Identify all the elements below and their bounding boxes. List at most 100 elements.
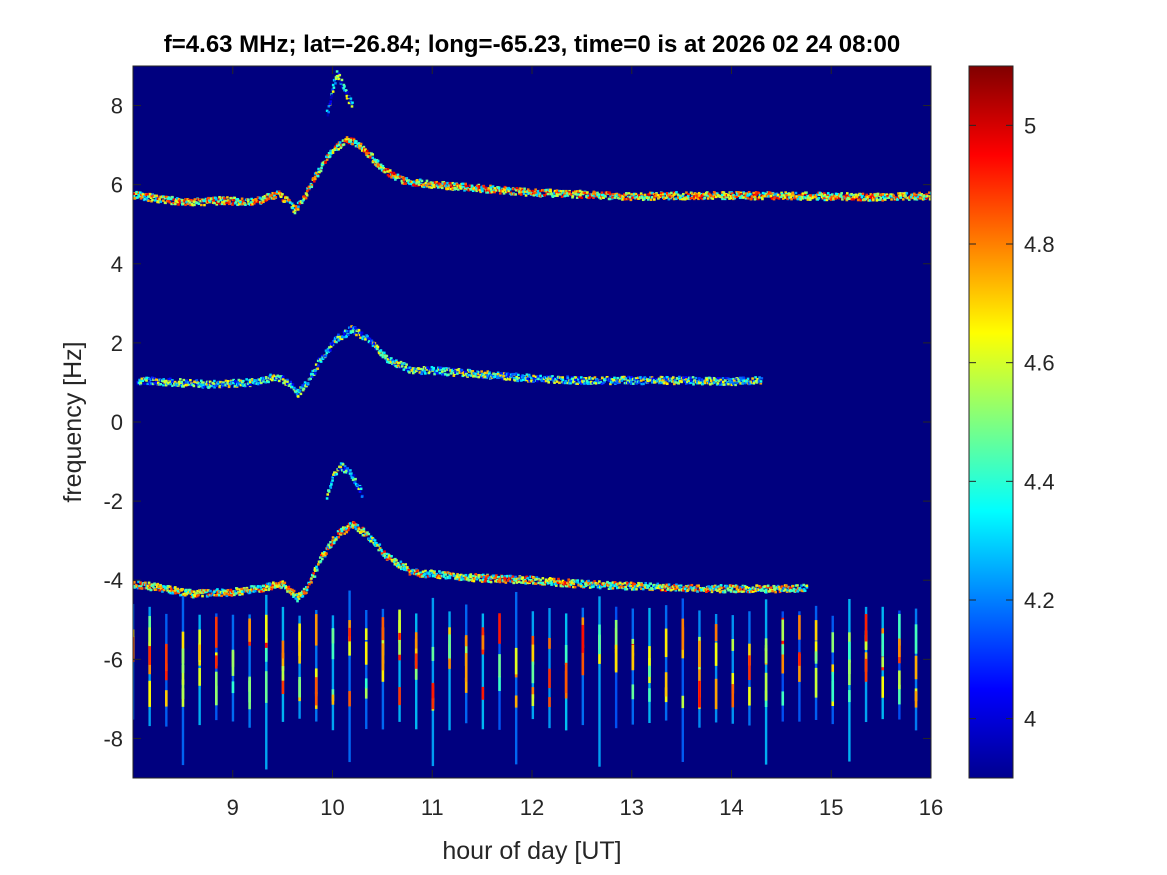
stripe-hot-segment (414, 653, 418, 669)
trace-point (481, 578, 485, 581)
trace-point (463, 189, 466, 192)
trace-point (754, 376, 757, 379)
trace-point (691, 381, 695, 384)
trace-point (506, 189, 509, 192)
trace-point (840, 195, 844, 198)
trace-point (755, 584, 759, 587)
trace-point (634, 380, 638, 383)
trace-point (767, 195, 771, 198)
trace-point (597, 584, 600, 588)
trace-point (481, 372, 484, 376)
trace-point (496, 186, 499, 189)
stripe-segment (514, 591, 518, 765)
trace-point (920, 193, 924, 196)
trace-point (207, 589, 210, 592)
trace-point (390, 176, 393, 179)
trace-point (425, 184, 429, 187)
trace-point (402, 368, 406, 371)
trace-point (641, 196, 645, 200)
stripe (165, 613, 168, 727)
stripe-hot-segment (298, 623, 301, 656)
trace-point (336, 148, 339, 151)
trace-point (356, 524, 360, 527)
trace-point (268, 583, 272, 586)
trace-point (553, 189, 557, 193)
trace-point (294, 209, 297, 212)
trace-point (911, 196, 915, 199)
trace-point (133, 192, 136, 195)
trace-point (349, 469, 352, 472)
trace-point (150, 376, 154, 379)
trace-point (577, 193, 581, 196)
trace-point (187, 381, 190, 384)
trace-point (718, 590, 722, 594)
trace-point (700, 588, 704, 592)
stripe-hot-segment (548, 697, 551, 708)
trace-point (554, 584, 558, 587)
trace-point (348, 330, 351, 333)
trace-point (705, 194, 709, 197)
trace-point (776, 196, 779, 200)
trace-point (295, 207, 298, 210)
trace-point (538, 377, 541, 380)
trace-point (296, 595, 300, 599)
stripe-hot-segment (798, 652, 801, 666)
trace-point (494, 580, 497, 583)
trace-point (442, 571, 445, 574)
trace-point (735, 195, 739, 198)
trace-point (596, 582, 599, 585)
trace-point (226, 588, 230, 592)
trace-point (476, 370, 479, 373)
trace-point (429, 571, 433, 575)
trace-point (417, 180, 421, 184)
stripe-hot-segment (181, 679, 185, 699)
trace-point (692, 197, 696, 201)
trace-point (332, 473, 335, 476)
trace-point (315, 565, 318, 569)
trace-point (526, 192, 529, 196)
trace-point (515, 581, 519, 584)
trace-point (371, 537, 374, 540)
trace-point (764, 591, 768, 594)
trace-point (574, 192, 578, 196)
trace-point (138, 195, 142, 198)
trace-point (552, 191, 556, 195)
trace-point (386, 358, 390, 361)
trace-point (167, 378, 171, 381)
trace-point (456, 185, 459, 188)
trace-point (611, 581, 615, 584)
trace-point (374, 346, 378, 349)
trace-point (777, 197, 781, 200)
trace-point (134, 583, 138, 587)
trace-point (559, 190, 563, 193)
trace-point (677, 584, 681, 588)
trace-point (697, 381, 701, 385)
trace-point (164, 587, 167, 590)
trace-point (633, 192, 636, 196)
stripe-hot-segment (864, 658, 868, 682)
trace-point (310, 573, 314, 577)
trace-point (684, 590, 688, 593)
trace-point (220, 381, 224, 384)
trace-point (566, 194, 570, 197)
trace-point (424, 367, 428, 370)
trace-point (432, 368, 435, 371)
trace-point (919, 197, 922, 200)
trace-point (141, 377, 144, 381)
trace-point (225, 201, 228, 205)
trace-point (647, 378, 651, 381)
trace-point (890, 198, 893, 201)
trace-point (151, 382, 155, 386)
trace-point (275, 190, 279, 193)
trace-point (277, 190, 281, 194)
trace-point (593, 194, 596, 198)
stripe (814, 605, 818, 720)
trace-point (358, 144, 361, 147)
trace-point (780, 191, 783, 195)
trace-point (737, 377, 740, 380)
trace-point (589, 192, 592, 196)
trace-point (304, 592, 307, 595)
trace-point (365, 149, 369, 153)
trace-point (583, 377, 586, 381)
trace-point (716, 377, 720, 380)
